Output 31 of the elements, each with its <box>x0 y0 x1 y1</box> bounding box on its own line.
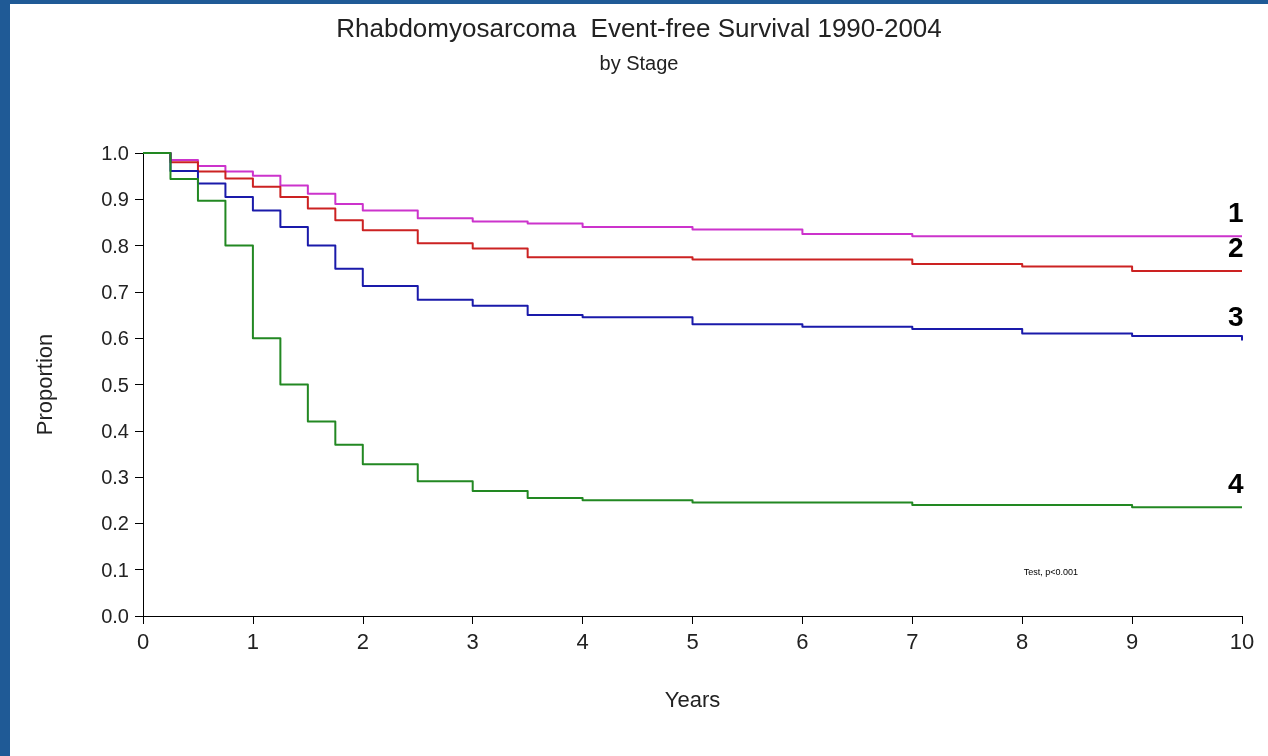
x-tick-label: 3 <box>466 628 479 654</box>
y-tick-label: 0.8 <box>101 234 129 257</box>
x-tick-label: 9 <box>1125 628 1139 654</box>
y-tick-label: 0.3 <box>101 466 129 489</box>
x-tick-label: 1 <box>246 628 260 654</box>
y-tick-label: 0.9 <box>101 188 129 211</box>
y-tick-label: 0.0 <box>101 605 129 627</box>
x-tick-label: 2 <box>356 628 369 654</box>
chart-subtitle: by Stage <box>599 52 679 74</box>
chart-title: Rhabdomyosarcoma Event-free Survival 1990-2004 <box>336 13 942 43</box>
y-tick-label: 1.0 <box>101 142 129 164</box>
x-tick-label: 5 <box>686 628 699 654</box>
y-tick-label: 0.1 <box>101 558 129 581</box>
x-tick-label: 8 <box>1016 628 1029 654</box>
series-label: 3 <box>1228 301 1244 333</box>
y-axis-title: Proportion <box>31 333 57 436</box>
x-tick-label: 0 <box>136 628 150 654</box>
x-tick-label: 10 <box>1229 628 1255 654</box>
x-tick-label: 7 <box>906 628 919 654</box>
annotation: Test, p<0.001 <box>1023 566 1079 577</box>
x-tick-label: 6 <box>796 628 809 654</box>
x-axis-title: Years <box>664 686 721 712</box>
series-label: 4 <box>1228 467 1244 499</box>
series-label: 1 <box>1228 196 1244 228</box>
y-tick-label: 0.6 <box>101 327 129 350</box>
y-tick-label: 0.4 <box>101 419 129 442</box>
y-tick-label: 0.7 <box>101 280 129 303</box>
series-label: 2 <box>1228 231 1244 263</box>
y-tick-label: 0.5 <box>101 373 129 396</box>
x-tick-label: 4 <box>576 628 589 654</box>
y-tick-label: 0.2 <box>101 512 129 535</box>
